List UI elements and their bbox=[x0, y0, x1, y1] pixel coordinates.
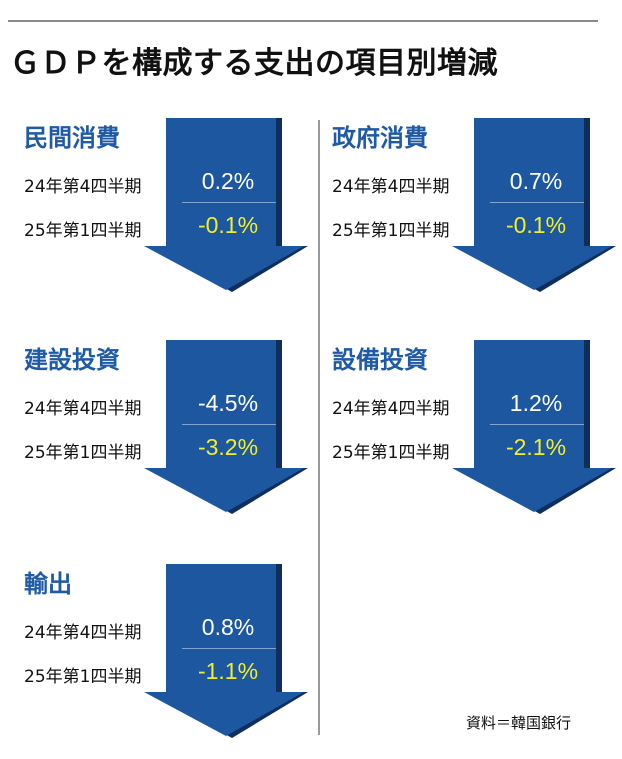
down-arrow-icon bbox=[452, 118, 616, 292]
down-arrow-icon bbox=[144, 340, 308, 514]
down-arrow-icon bbox=[144, 564, 308, 738]
panel-construction-investment: 建設投資 24年第4四半期 25年第1四半期 -4.5% -3.2% bbox=[8, 340, 308, 530]
value-divider bbox=[490, 424, 584, 425]
panel-equipment-investment: 設備投資 24年第4四半期 25年第1四半期 1.2% -2.1% bbox=[316, 340, 616, 530]
period-label: 24年第4四半期 bbox=[24, 399, 142, 419]
period-label: 24年第4四半期 bbox=[332, 399, 450, 419]
item-name: 政府消費 bbox=[332, 124, 428, 152]
chart-title: ＧＤＰを構成する支出の項目別増減 bbox=[10, 46, 498, 81]
value-divider bbox=[182, 202, 276, 203]
value-label: -1.1% bbox=[197, 658, 259, 684]
panel-private-consumption: 民間消費 24年第4四半期 25年第1四半期 0.2% -0.1% bbox=[8, 118, 308, 308]
period-label: 25年第1四半期 bbox=[24, 443, 142, 463]
value-label: -2.1% bbox=[505, 434, 567, 460]
period-label: 25年第1四半期 bbox=[332, 443, 450, 463]
down-arrow-icon bbox=[452, 340, 616, 514]
period-label: 24年第4四半期 bbox=[24, 177, 142, 197]
down-arrow-icon bbox=[144, 118, 308, 292]
panel-government-consumption: 政府消費 24年第4四半期 25年第1四半期 0.7% -0.1% bbox=[316, 118, 616, 308]
value-label: 0.7% bbox=[509, 168, 563, 194]
value-label: -4.5% bbox=[197, 390, 259, 416]
period-label: 25年第1四半期 bbox=[24, 667, 142, 687]
value-label: -0.1% bbox=[197, 212, 259, 238]
item-name: 輸出 bbox=[24, 570, 72, 598]
column-divider bbox=[318, 120, 320, 735]
item-name: 民間消費 bbox=[24, 124, 120, 152]
value-label: 0.2% bbox=[201, 168, 255, 194]
top-rule bbox=[8, 20, 598, 22]
value-divider bbox=[490, 202, 584, 203]
value-divider bbox=[182, 648, 276, 649]
value-divider bbox=[182, 424, 276, 425]
period-label: 25年第1四半期 bbox=[24, 221, 142, 241]
value-label: -0.1% bbox=[505, 212, 567, 238]
value-label: -3.2% bbox=[197, 434, 259, 460]
item-name: 建設投資 bbox=[24, 346, 120, 374]
item-name: 設備投資 bbox=[332, 346, 428, 374]
value-label: 1.2% bbox=[509, 390, 563, 416]
panel-exports: 輸出 24年第4四半期 25年第1四半期 0.8% -1.1% bbox=[8, 564, 308, 754]
period-label: 25年第1四半期 bbox=[332, 221, 450, 241]
period-label: 24年第4四半期 bbox=[24, 623, 142, 643]
source-note: 資料＝韓国銀行 bbox=[466, 714, 572, 732]
value-label: 0.8% bbox=[201, 614, 255, 640]
period-label: 24年第4四半期 bbox=[332, 177, 450, 197]
